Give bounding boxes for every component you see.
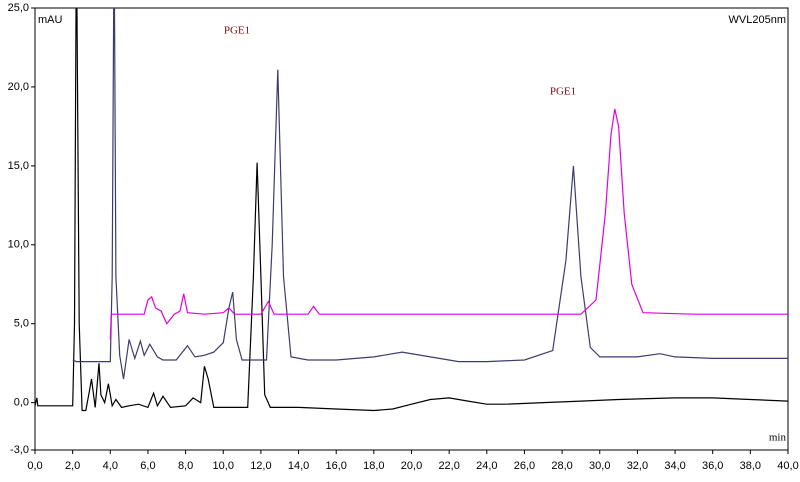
series-line — [109, 108, 788, 340]
x-tick-label: 20,0 — [401, 460, 422, 472]
x-tick-label: 16,0 — [325, 460, 346, 472]
x-tick-label: 10,0 — [213, 460, 234, 472]
x-axis-label: min — [769, 432, 787, 444]
x-tick-label: 30,0 — [589, 460, 610, 472]
subtitle: WVL205nm — [729, 14, 786, 26]
x-tick-label: 24,0 — [476, 460, 497, 472]
x-tick-label: 12,0 — [250, 460, 271, 472]
y-axis-label: mAU — [38, 14, 63, 26]
annotation: PGE1 — [550, 86, 576, 98]
x-tick-label: 18,0 — [363, 460, 384, 472]
y-tick-label: 10,0 — [8, 239, 29, 251]
x-tick-label: 40,0 — [777, 460, 798, 472]
x-tick-label: 36,0 — [702, 460, 723, 472]
x-tick-label: 14,0 — [288, 460, 309, 472]
y-tick-label: 0,0 — [14, 397, 29, 409]
x-tick-label: 28,0 — [551, 460, 572, 472]
y-tick-label: 20,0 — [8, 81, 29, 93]
x-tick-label: 4,0 — [103, 460, 118, 472]
y-tick-label: 5,0 — [14, 318, 29, 330]
y-tick-label: 25,0 — [8, 2, 29, 14]
series-line — [35, 8, 788, 412]
x-tick-label: 32,0 — [627, 460, 648, 472]
x-tick-label: 26,0 — [514, 460, 535, 472]
x-tick-label: 38,0 — [740, 460, 761, 472]
x-tick-label: 34,0 — [664, 460, 685, 472]
annotation: PGE1 — [224, 25, 250, 37]
x-tick-label: 8,0 — [178, 460, 193, 472]
x-tick-label: 22,0 — [438, 460, 459, 472]
x-tick-label: 2,0 — [65, 460, 80, 472]
series-line — [72, 8, 788, 380]
x-tick-label: 0,0 — [27, 460, 42, 472]
x-tick-label: 6,0 — [140, 460, 155, 472]
plot-frame — [34, 7, 789, 451]
y-tick-label: 15,0 — [8, 160, 29, 172]
y-tick-label: -3,0 — [10, 444, 29, 456]
